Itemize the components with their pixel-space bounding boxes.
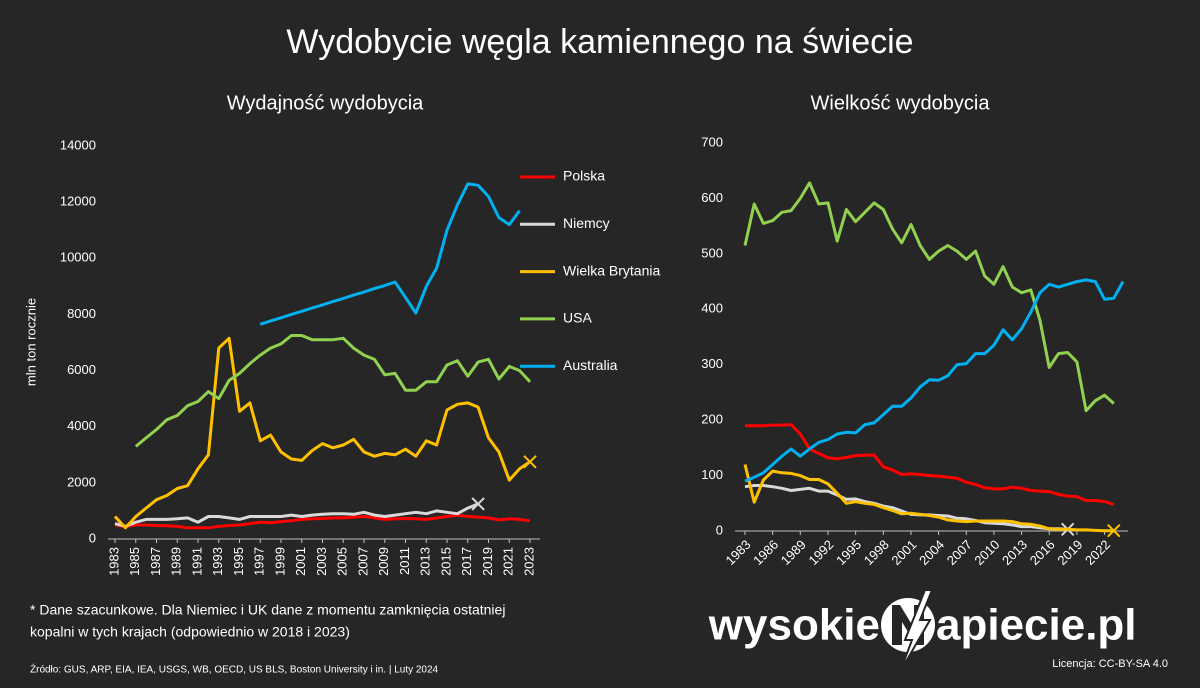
data-line xyxy=(744,278,1125,483)
legend-label: USA xyxy=(563,310,592,326)
y-tick-label: 0 xyxy=(716,522,723,537)
x-tick-label: 2001 xyxy=(293,547,308,576)
x-tick-label: 1986 xyxy=(750,537,781,568)
x-tick-label: 1999 xyxy=(272,547,287,576)
x-tick-label: 2011 xyxy=(397,547,412,575)
x-tick-label: 1998 xyxy=(861,537,892,568)
logo-text: apiecie.pl xyxy=(936,601,1137,650)
x-tick-label: 1985 xyxy=(127,547,142,576)
x-tick-label: 1991 xyxy=(189,547,204,576)
end-marker xyxy=(471,497,485,511)
y-axis-label: mln ton rocznie xyxy=(23,298,38,386)
data-line xyxy=(114,502,479,528)
y-tick-label: 0 xyxy=(89,530,96,545)
data-line xyxy=(114,513,531,530)
data-line xyxy=(745,423,1115,506)
x-tick-label: 1995 xyxy=(231,547,246,576)
legend-label: Niemcy xyxy=(563,215,610,231)
x-tick-label: 2019 xyxy=(1054,537,1085,568)
y-tick-label: 300 xyxy=(701,356,723,371)
y-tick-label: 8000 xyxy=(67,306,96,321)
x-tick-label: 2001 xyxy=(888,537,919,568)
x-tick-label: 2003 xyxy=(314,547,329,576)
x-tick-label: 2016 xyxy=(1027,537,1058,568)
x-tick-label: 2021 xyxy=(501,547,516,576)
y-tick-label: 4000 xyxy=(67,418,96,433)
x-tick-label: 1995 xyxy=(833,537,864,568)
x-tick-label: 2009 xyxy=(376,547,391,576)
logo-icon xyxy=(881,589,935,673)
y-tick-label: 6000 xyxy=(67,362,96,377)
y-tick-label: 700 xyxy=(701,134,723,149)
y-tick-label: 200 xyxy=(701,412,723,427)
x-tick-label: 2005 xyxy=(335,547,350,576)
data-line xyxy=(134,334,532,448)
x-tick-label: 2017 xyxy=(459,547,474,576)
x-tick-label: 1997 xyxy=(252,547,267,576)
legend-label: Wielka Brytania xyxy=(563,262,660,278)
y-tick-label: 2000 xyxy=(67,474,96,489)
y-tick-label: 12000 xyxy=(60,194,96,209)
x-tick-label: 1989 xyxy=(169,547,184,576)
y-tick-label: 14000 xyxy=(60,137,96,152)
page-title: Wydobycie węgla kamiennego na świecie xyxy=(286,23,913,61)
x-tick-label: 1992 xyxy=(805,537,836,568)
data-line xyxy=(743,464,1114,533)
y-tick-label: 400 xyxy=(701,301,723,316)
y-tick-label: 600 xyxy=(701,190,723,205)
logo-text: wysokie xyxy=(708,601,880,650)
x-tick-label: 2007 xyxy=(355,547,370,576)
footnote: * Dane szacunkowe. Dla Niemiec i UK dane… xyxy=(30,602,505,618)
x-tick-label: 2007 xyxy=(944,537,975,568)
y-tick-label: 100 xyxy=(701,467,723,482)
x-tick-label: 1983 xyxy=(722,537,753,568)
x-tick-label: 2004 xyxy=(916,537,947,568)
footnote: kopalni w tych krajach (odpowiednio w 20… xyxy=(30,624,350,640)
chart-title: Wielkość wydobycia xyxy=(811,92,991,114)
legend-label: Polska xyxy=(563,168,605,184)
x-tick-label: 1993 xyxy=(210,547,225,576)
x-tick-label: 1983 xyxy=(106,547,121,576)
x-tick-label: 2023 xyxy=(521,547,536,576)
data-line xyxy=(259,182,521,326)
license: Licencja: CC-BY-SA 4.0 xyxy=(1052,658,1168,670)
y-tick-label: 10000 xyxy=(60,250,96,265)
x-tick-label: 1987 xyxy=(148,547,163,576)
y-tick-label: 500 xyxy=(701,245,723,260)
end-marker xyxy=(1107,524,1121,538)
data-line xyxy=(113,336,531,530)
x-tick-label: 2013 xyxy=(418,547,433,576)
data-line xyxy=(743,181,1115,413)
x-tick-label: 2019 xyxy=(480,547,495,576)
x-tick-label: 1989 xyxy=(778,537,809,568)
end-marker xyxy=(523,455,537,469)
x-tick-label: 2015 xyxy=(438,547,453,576)
x-tick-label: 2010 xyxy=(971,537,1002,568)
x-tick-label: 2013 xyxy=(999,537,1030,568)
source: Źródło: GUS, ARP, EIA, IEA, USGS, WB, OE… xyxy=(30,663,439,676)
chart-title: Wydajność wydobycia xyxy=(227,92,424,114)
x-tick-label: 2022 xyxy=(1082,537,1113,568)
legend-label: Australia xyxy=(563,357,618,373)
